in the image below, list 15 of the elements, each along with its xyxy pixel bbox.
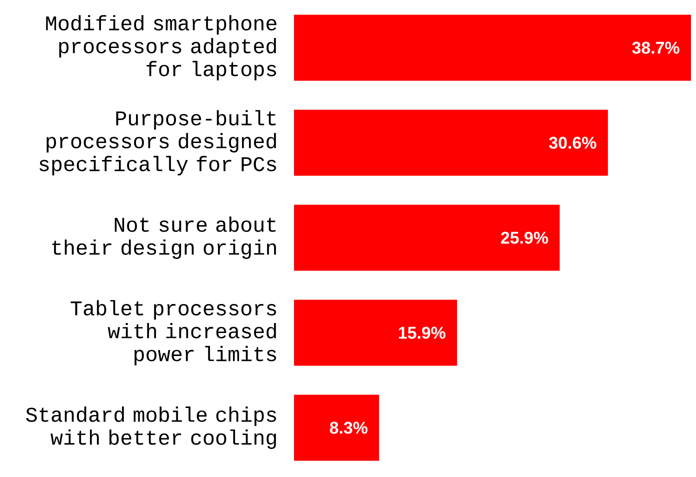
data-label: 30.6% (549, 136, 596, 149)
data-label: 25.9% (501, 232, 548, 244)
bar (294, 110, 608, 176)
data-label: 8.3% (330, 422, 368, 434)
y-tick-label: Tablet processors with increased power limits (70, 300, 276, 366)
y-tick-label: Standard mobile chips with better cooling (26, 406, 276, 449)
bar (294, 300, 458, 366)
bar (294, 14, 692, 81)
y-tick-label: Purpose-built processors designed specifically for PCs (40, 110, 276, 176)
y-tick-label: Modified smartphone processors adapted for laptops (46, 15, 276, 80)
data-label: 15.9% (398, 326, 446, 339)
data-label: 38.7% (632, 42, 680, 54)
y-tick-label: Not sure about their design origin (52, 216, 276, 259)
bar (294, 204, 560, 271)
bar (294, 394, 380, 461)
